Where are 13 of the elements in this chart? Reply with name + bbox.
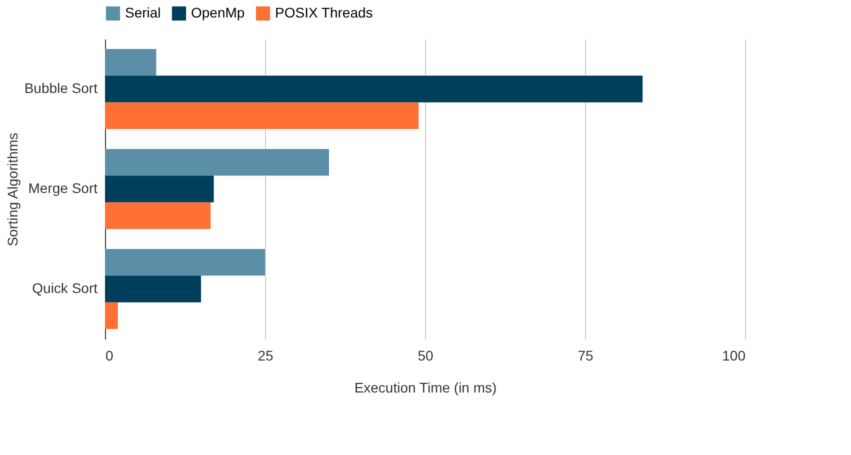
y-tick-label: Merge Sort (28, 180, 98, 196)
legend-label: POSIX Threads (275, 4, 373, 20)
x-axis-title: Execution Time (in ms) (354, 380, 497, 396)
y-tick-label: Bubble Sort (24, 80, 98, 96)
x-tick-label: 25 (258, 348, 274, 364)
x-tick-label: 50 (418, 348, 434, 364)
legend-label: OpenMp (191, 4, 245, 20)
x-tick-label: 100 (722, 348, 746, 364)
x-tick-label: 75 (578, 348, 594, 364)
y-tick-label: Quick Sort (32, 280, 98, 296)
legend-label: Serial (125, 4, 161, 20)
y-axis-title: Sorting Algorithms (4, 132, 20, 246)
x-tick-label: 0 (106, 348, 114, 364)
